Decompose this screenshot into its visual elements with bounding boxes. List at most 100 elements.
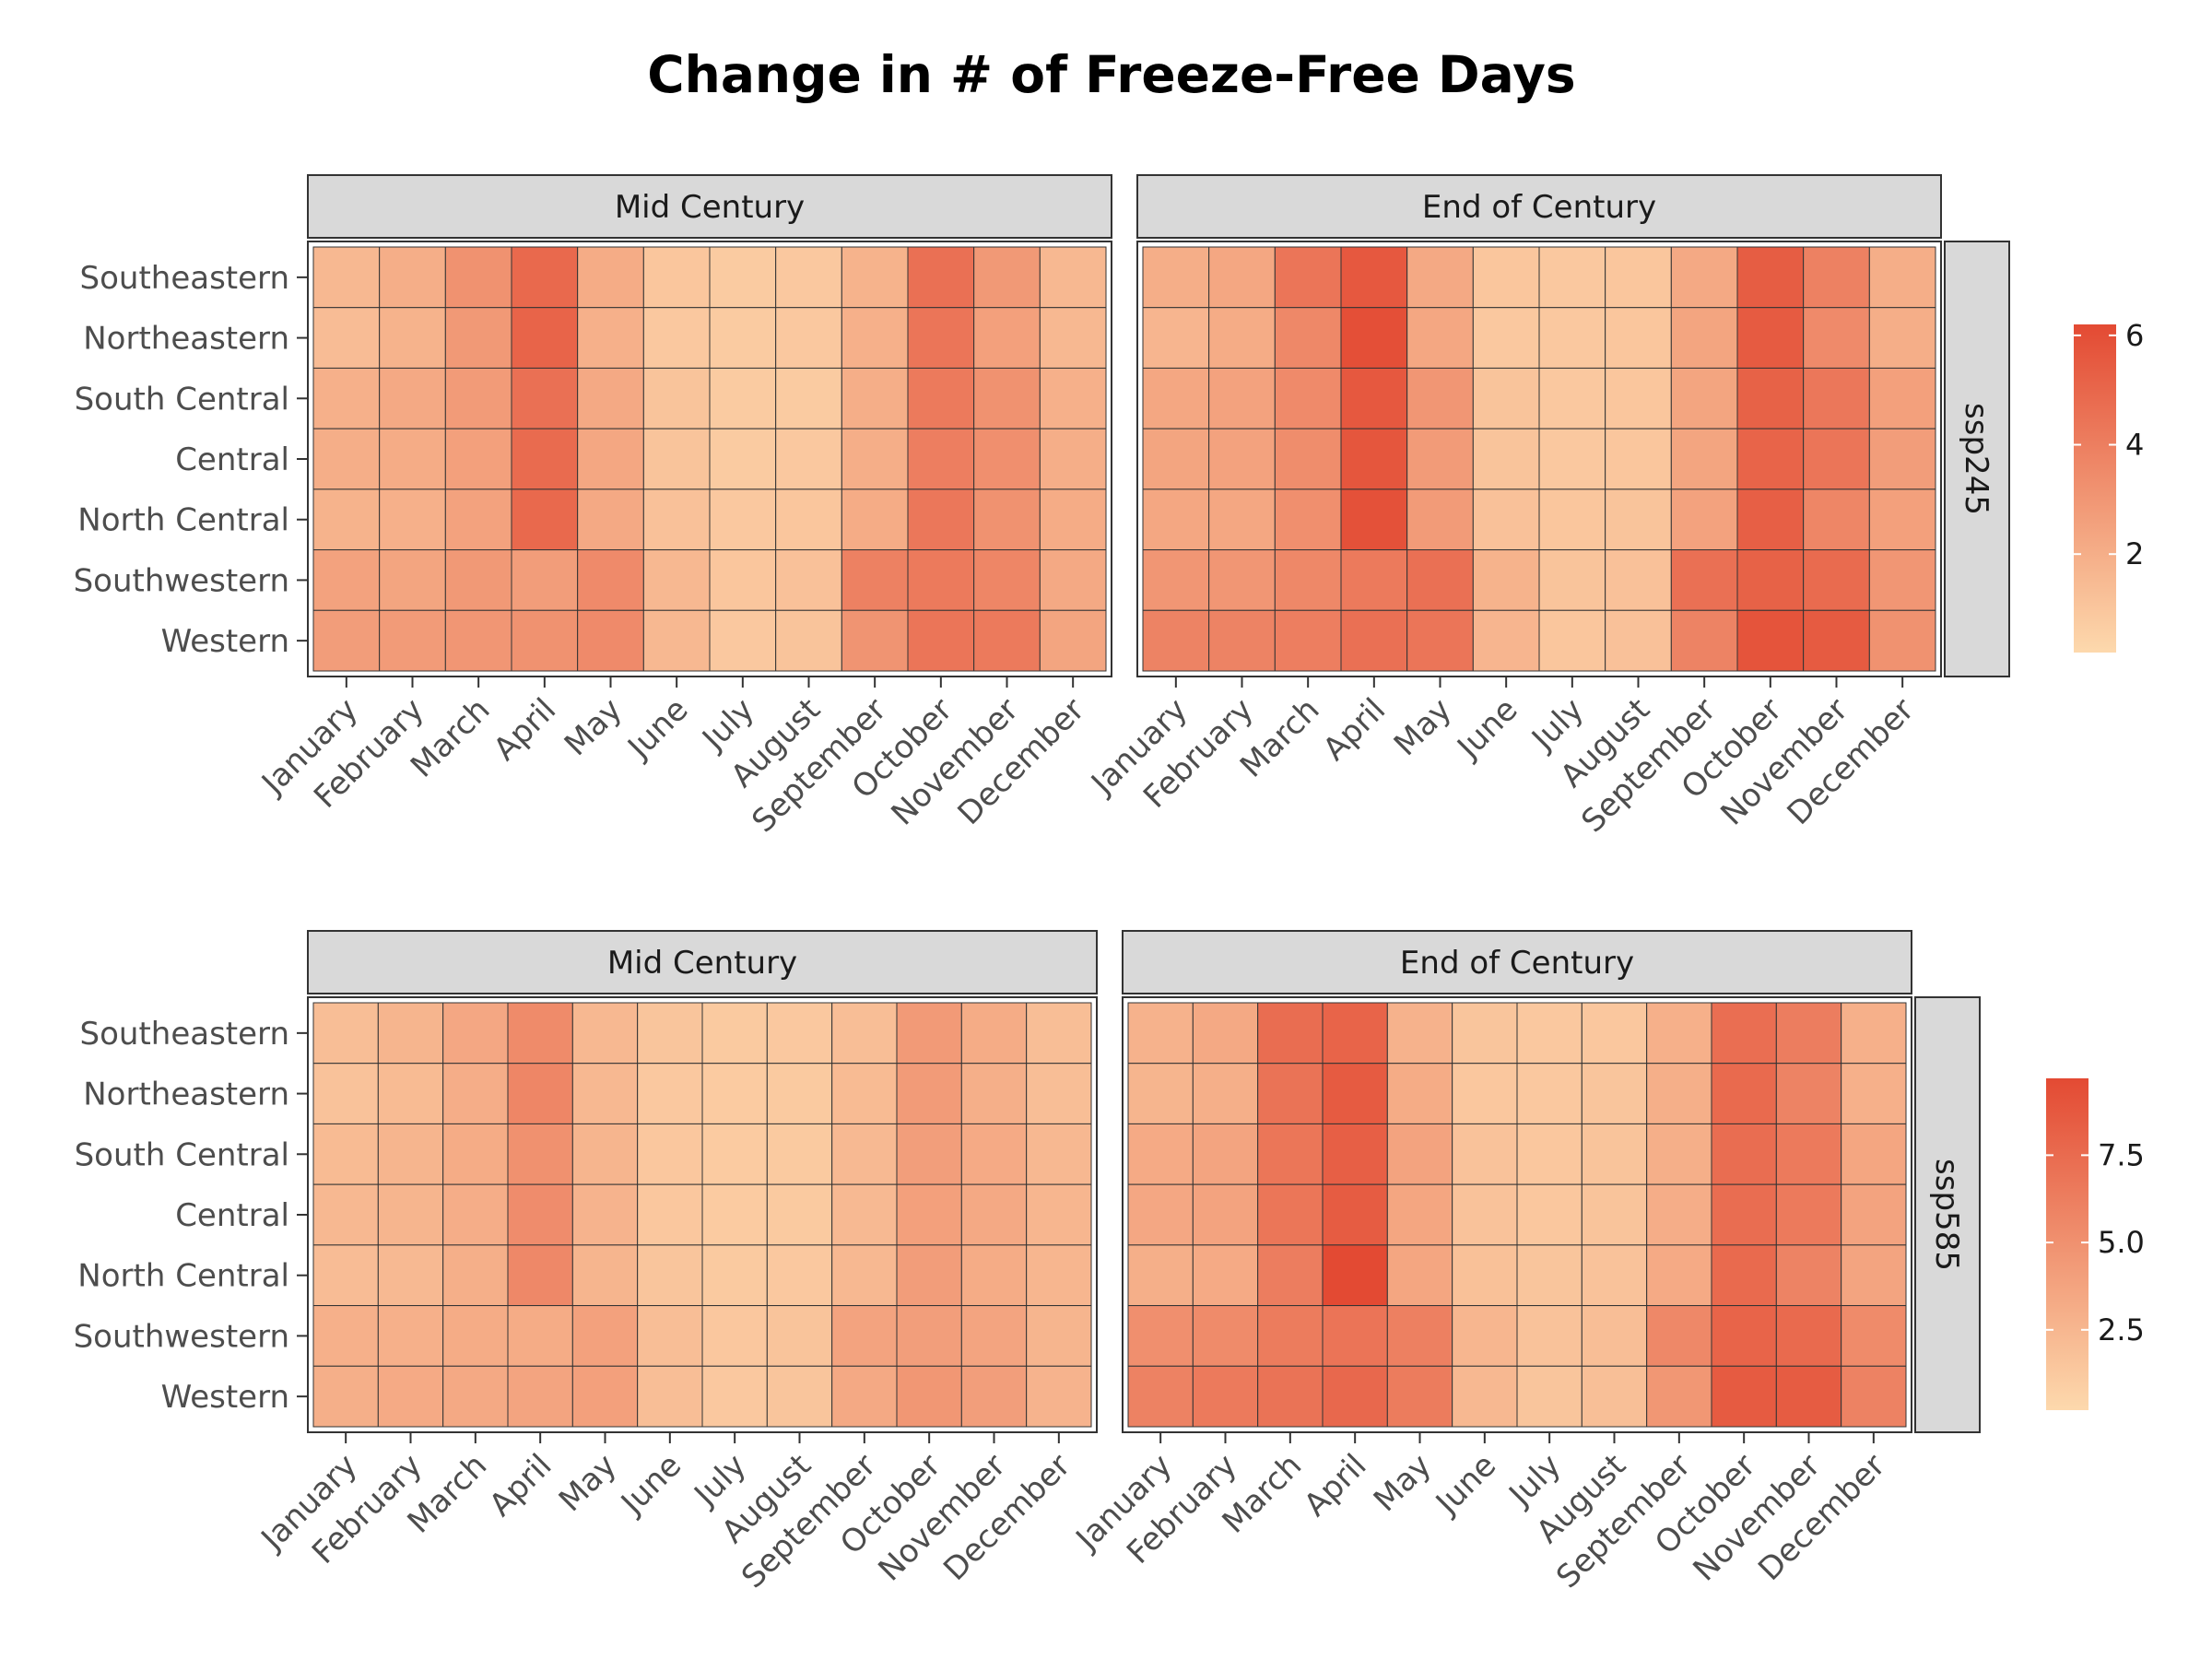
heatmap-cell-southwestern-july	[1538, 549, 1606, 611]
heatmap-cell-western-july	[709, 609, 777, 672]
heatmap-cell-south-central-june	[1452, 1123, 1518, 1185]
heatmap-cell-northeastern-december	[1841, 1063, 1907, 1124]
y-tick-label: Southwestern	[74, 1318, 289, 1355]
heatmap-cell-central-august	[1581, 1183, 1648, 1246]
x-tick-label: April	[482, 1447, 559, 1524]
legend-tick-label: 5.0	[2098, 1225, 2145, 1260]
heatmap-cell-southeastern-february	[1208, 246, 1276, 309]
heatmap-cell-northeastern-july	[1516, 1063, 1583, 1124]
heatmap-cell-northeastern-may	[1406, 307, 1474, 369]
heatmap-cell-southwestern-november	[1775, 1305, 1842, 1367]
y-tick-label: South Central	[75, 381, 289, 418]
panel-strip	[307, 174, 1112, 239]
heatmap-cell-central-july	[709, 428, 777, 490]
heatmap-cell-southeastern-february	[379, 246, 446, 309]
heatmap-cell-northeastern-may	[577, 307, 644, 369]
panel-strip-label: Mid Century	[615, 189, 805, 226]
heatmap-cell-northeastern-january	[1142, 307, 1210, 369]
heatmap-cell-central-may	[571, 1183, 639, 1246]
heatmap-cell-southeastern-september	[1670, 246, 1738, 309]
x-tick-label: May	[552, 1447, 624, 1519]
heatmap-cell-southwestern-april	[1322, 1305, 1388, 1367]
heatmap-cell-southeastern-february	[1192, 1002, 1259, 1065]
heatmap-cell-western-march	[442, 1365, 509, 1428]
heatmap-cell-southwestern-september	[831, 1305, 898, 1367]
heatmap-cell-southwestern-september	[1670, 549, 1738, 611]
heatmap-cell-central-june	[637, 1183, 703, 1246]
heatmap-cell-western-october	[1711, 1365, 1777, 1428]
heatmap-cell-northeastern-october	[907, 307, 975, 369]
heatmap-cell-southwestern-august	[766, 1305, 833, 1367]
x-tick-label: June	[619, 691, 695, 767]
heatmap-cell-northeastern-august	[766, 1063, 833, 1124]
legend-tick-label: 6	[2125, 318, 2144, 353]
heatmap-cell-central-december	[1039, 428, 1107, 490]
heatmap-cell-western-may	[1406, 609, 1474, 672]
heatmap-cell-northeastern-october	[1711, 1063, 1777, 1124]
heatmap-cell-central-september	[841, 428, 909, 490]
heatmap-cell-central-september	[1670, 428, 1738, 490]
heatmap-cell-southwestern-march	[1257, 1305, 1324, 1367]
heatmap-cell-northeastern-june	[637, 1063, 703, 1124]
heatmap-cell-southwestern-july	[709, 549, 777, 611]
heatmap-cell-northeastern-july	[709, 307, 777, 369]
y-tick-label: Northeastern	[83, 321, 289, 358]
heatmap-cell-northeastern-november	[960, 1063, 1028, 1124]
heatmap-cell-central-october	[896, 1183, 962, 1246]
heatmap-cell-southwestern-september	[841, 549, 909, 611]
heatmap-cell-north-central-september	[1670, 488, 1738, 551]
heatmap-cell-central-july	[701, 1183, 768, 1246]
heatmap-cell-south-central-december	[1868, 367, 1936, 429]
heatmap-cell-south-central-january	[1142, 367, 1210, 429]
heatmap-cell-northeastern-february	[377, 1063, 444, 1124]
heatmap-cell-southeastern-june	[642, 246, 711, 309]
heatmap-cell-central-november	[973, 428, 1041, 490]
heatmap-cell-northeastern-july	[701, 1063, 768, 1124]
heatmap-cell-southwestern-december	[1868, 549, 1936, 611]
heatmap-cell-western-march	[1257, 1365, 1324, 1428]
heatmap-cell-southeastern-december	[1039, 246, 1107, 309]
heatmap-cell-southwestern-october	[1711, 1305, 1777, 1367]
heatmap-cell-central-september	[1646, 1183, 1712, 1246]
heatmap-cell-northeastern-august	[775, 307, 842, 369]
heatmap-cell-northeastern-march	[1274, 307, 1342, 369]
heatmap-cell-central-february	[1208, 428, 1276, 490]
heatmap-cell-western-february	[1208, 609, 1276, 672]
heatmap-cell-northeastern-september	[1670, 307, 1738, 369]
heatmap-cell-southeastern-june	[1452, 1002, 1518, 1065]
heatmap-cell-south-central-september	[841, 367, 909, 429]
heatmap-cell-southwestern-november	[1803, 549, 1870, 611]
heatmap-cell-western-august	[1581, 1365, 1648, 1428]
heatmap-cell-north-central-september	[841, 488, 909, 551]
heatmap-cell-western-october	[907, 609, 975, 672]
heatmap-cell-western-november	[973, 609, 1041, 672]
heatmap-cell-central-january	[312, 428, 381, 490]
heatmap-cell-southwestern-may	[571, 1305, 639, 1367]
heatmap-cell-northeastern-september	[1646, 1063, 1712, 1124]
heatmap-cell-north-central-september	[1646, 1244, 1712, 1307]
heatmap-cell-northeastern-december	[1039, 307, 1107, 369]
heatmap-cell-southeastern-may	[577, 246, 644, 309]
heatmap-cell-south-central-september	[1646, 1123, 1712, 1185]
heatmap-cell-northeastern-december	[1026, 1063, 1092, 1124]
heatmap-cell-southwestern-june	[637, 1305, 703, 1367]
heatmap-cell-central-june	[1452, 1183, 1518, 1246]
heatmap-cell-southeastern-march	[444, 246, 512, 309]
heatmap-cell-northeastern-april	[1340, 307, 1408, 369]
heatmap-cell-south-central-december	[1841, 1123, 1907, 1185]
legend-tick-label: 7.5	[2098, 1137, 2145, 1172]
heatmap-cell-southwestern-january	[312, 1305, 379, 1367]
y-tick-label: Western	[161, 1379, 289, 1416]
heatmap-cell-southeastern-january	[1127, 1002, 1194, 1065]
heatmap-cell-southwestern-november	[973, 549, 1041, 611]
heatmap-cell-central-june	[642, 428, 711, 490]
heatmap-cell-western-august	[1605, 609, 1672, 672]
heatmap-cell-north-central-august	[766, 1244, 833, 1307]
heatmap-cell-western-september	[1670, 609, 1738, 672]
heatmap-cell-northeastern-april	[507, 1063, 573, 1124]
heatmap-cell-south-central-november	[960, 1123, 1028, 1185]
heatmap-cell-northeastern-february	[1192, 1063, 1259, 1124]
heatmap-cell-north-central-march	[444, 488, 512, 551]
heatmap-cell-southeastern-september	[1646, 1002, 1712, 1065]
heatmap-cell-north-central-june	[637, 1244, 703, 1307]
